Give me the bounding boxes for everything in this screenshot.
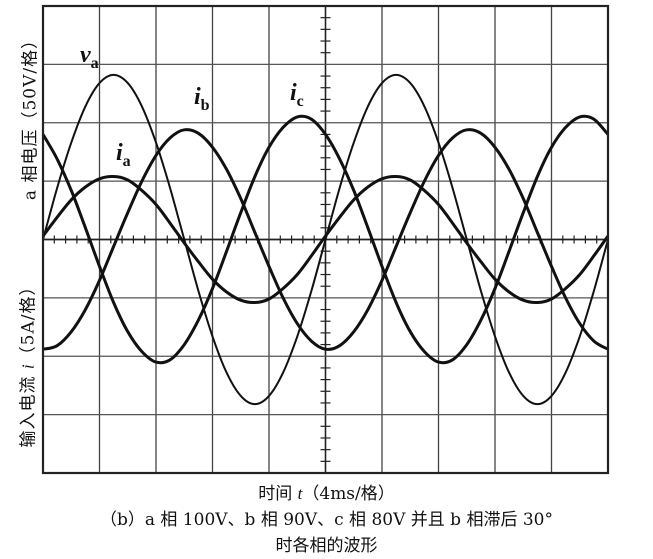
y-axis-label-voltage: a 相电压（50V/格） <box>20 30 41 201</box>
trace-label-va: va <box>80 42 99 72</box>
figure-caption-line2: 时各相的波形 <box>275 536 378 556</box>
trace-label-ic: ic <box>290 80 304 110</box>
plot-frame <box>41 4 610 475</box>
figure-caption-line1: （b）a 相 100V、b 相 90V、c 相 80V 并且 b 相滞后 30° <box>99 510 553 530</box>
trace-va <box>42 73 609 406</box>
trace-label-ia: ia <box>116 140 131 170</box>
traces <box>41 73 610 406</box>
y-axis-label-current: 输入电流 i（5A/格） <box>18 277 39 448</box>
x-axis-label: 时间 t（4ms/格） <box>258 484 395 504</box>
trace-ic <box>41 114 610 365</box>
trace-ib <box>42 128 609 351</box>
axis-ticks <box>53 17 598 462</box>
trace-label-ib: ib <box>194 84 210 114</box>
